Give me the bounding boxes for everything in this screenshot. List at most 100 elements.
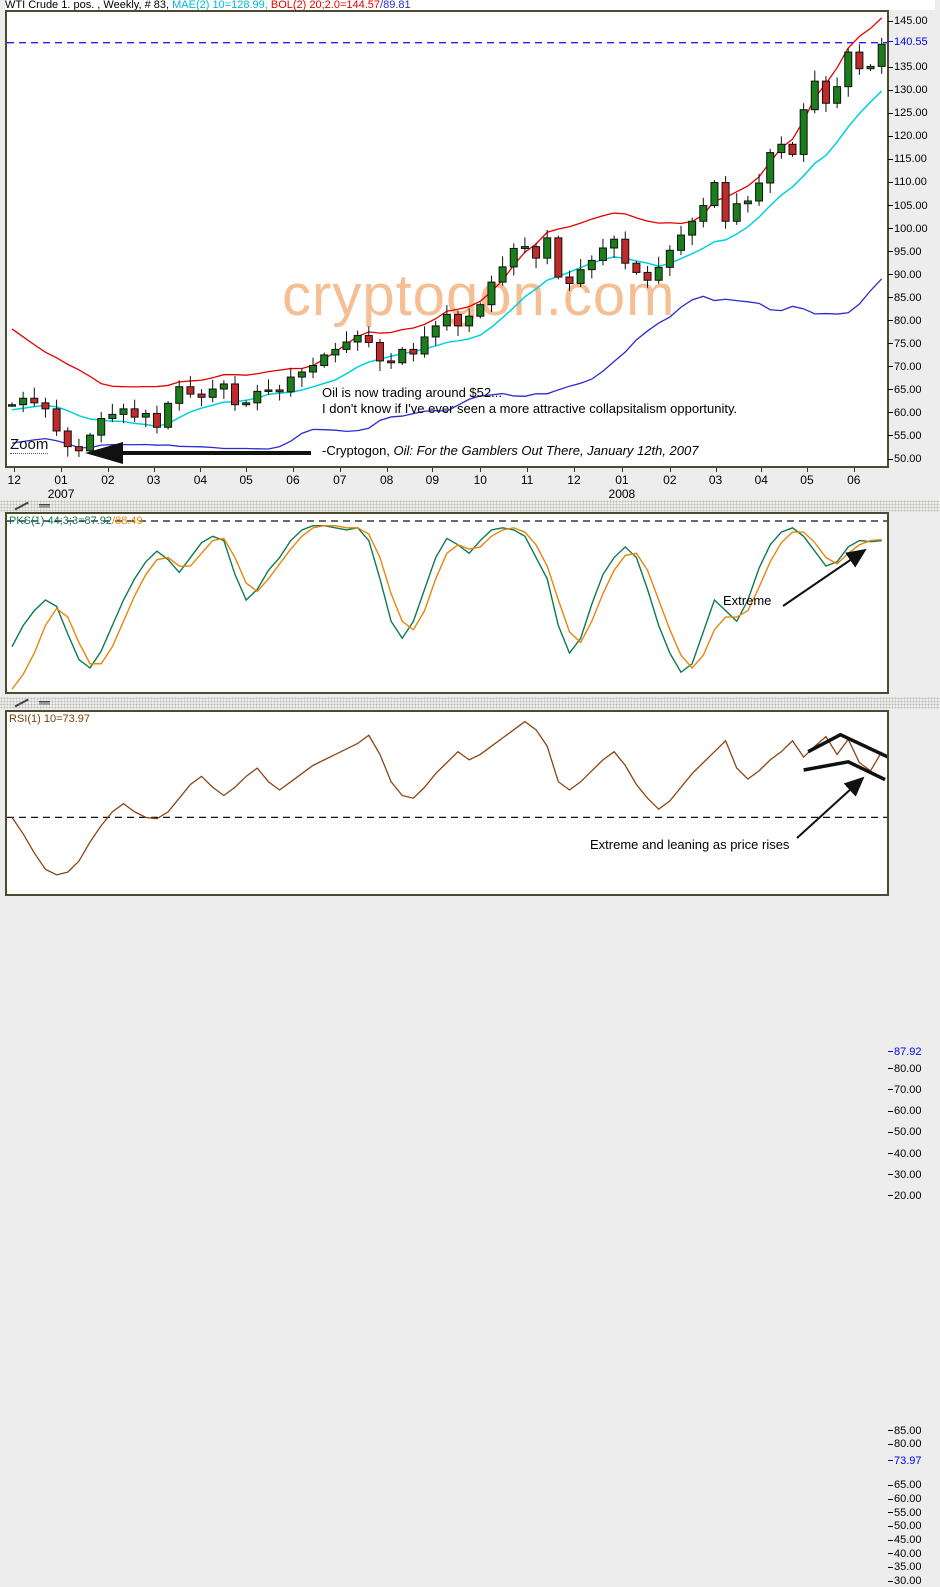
stochastic-scale: 80.00 70.00 60.00 50.00 40.00 30.00 20.00 87.92	[888, 512, 940, 1202]
candle-body	[108, 413, 117, 420]
candle-body	[242, 402, 251, 406]
x-axis-tick	[669, 468, 671, 472]
candle-body	[8, 404, 16, 407]
x-axis-year-label: 2008	[608, 487, 636, 501]
attribution-quote-title: Oil: For the Gamblers Out There, January…	[393, 443, 699, 458]
candle-body	[677, 234, 685, 251]
y-axis-label: 80.00	[888, 1063, 922, 1075]
candle-body	[810, 80, 819, 111]
y-axis-label: 105.00	[888, 200, 928, 212]
x-axis-month-label: 02	[101, 473, 115, 487]
y-axis-label: 130.00	[888, 84, 928, 96]
y-axis-label: 85.00	[888, 1425, 922, 1437]
y-axis-label: 70.00	[888, 361, 922, 373]
x-axis-tick	[153, 468, 155, 472]
candle-body	[598, 247, 607, 261]
x-axis-month-label: 02	[663, 473, 677, 487]
x-axis-month-label: 07	[333, 473, 347, 487]
candle-body	[543, 237, 552, 259]
y-axis-label: 70.00	[888, 1084, 922, 1096]
candle-body	[130, 408, 139, 418]
x-axis-tick	[621, 468, 623, 472]
candle-body	[855, 51, 864, 70]
x-axis: 12 01 2007 02 03 04 05 06 07 08 09 10 11 12 01 2008 02 03…	[0, 468, 940, 501]
x-axis-month-label: 01	[615, 473, 629, 487]
candle-body	[86, 434, 95, 452]
candle-body	[364, 335, 373, 343]
x-axis-month-label: 10	[473, 473, 487, 487]
candle-body	[654, 266, 663, 281]
candle-body	[476, 304, 485, 317]
zoom-tool-button[interactable]: Zoom	[10, 436, 49, 454]
candle-body	[844, 51, 853, 88]
panel-splitter[interactable]	[0, 697, 940, 709]
candle-body	[175, 386, 184, 404]
candle-body	[532, 246, 541, 259]
y-axis-label: 60.00	[888, 407, 922, 419]
x-axis-tick	[853, 468, 855, 472]
x-axis-tick	[14, 468, 16, 472]
candle-body	[755, 182, 764, 202]
candle-body	[30, 397, 39, 404]
candle-body	[621, 238, 630, 264]
candle-body	[398, 348, 407, 364]
x-axis-month-label: 06	[847, 473, 861, 487]
y-axis-label: 135.00	[888, 61, 928, 73]
candle-body	[186, 386, 195, 395]
candle-body	[197, 393, 206, 398]
x-axis-year-label: 2007	[47, 487, 75, 501]
candle-body	[498, 266, 507, 283]
candle-body	[509, 247, 518, 268]
candle-body	[331, 348, 340, 356]
current-value-label: 87.92	[888, 1046, 922, 1058]
x-axis-tick	[573, 468, 575, 472]
y-axis-label: 55.00	[888, 1507, 922, 1519]
candle-body	[141, 412, 150, 418]
y-axis-label: 50.00	[888, 453, 922, 465]
y-axis-label: 145.00	[888, 15, 928, 27]
candle-body	[152, 412, 161, 428]
chart-title-bar: WTI Crude 1. pos. , Weekly, # 83, MAE(2)…	[5, 0, 935, 11]
candle-body	[465, 315, 474, 327]
stochastic-indicator-label: PKS(1) 44;3;3=87.92/88.49	[9, 515, 143, 527]
candle-body	[97, 418, 106, 436]
current-value-label: 140.55	[888, 36, 928, 48]
y-axis-label: 55.00	[888, 430, 922, 442]
y-axis-label: 90.00	[888, 269, 922, 281]
y-axis-label: 40.00	[888, 1548, 922, 1560]
y-axis-label: 65.00	[888, 384, 922, 396]
annotation-arrow	[782, 548, 867, 607]
x-axis-month-label: 04	[754, 473, 768, 487]
candle-body	[52, 408, 61, 432]
bollinger-lower-value: /89.81	[380, 0, 411, 11]
splitter-line-icon	[14, 501, 29, 511]
candle-body	[253, 390, 262, 404]
x-axis-tick	[339, 468, 341, 472]
x-axis-tick	[292, 468, 294, 472]
x-axis-month-label: 12	[567, 473, 581, 487]
panel-splitter[interactable]	[0, 500, 940, 512]
candle-body	[833, 86, 842, 104]
stochastic-annotation: Extreme	[723, 593, 772, 608]
rsi-annotation: Extreme and leaning as price rises	[590, 837, 790, 852]
x-axis-tick	[432, 468, 434, 472]
x-axis-month-label: 09	[425, 473, 440, 487]
annotation-arrowhead	[85, 442, 123, 464]
annotation-attribution: -Cryptogon, Oil: For the Gamblers Out Th…	[322, 443, 698, 458]
symbol-title: WTI Crude 1. pos. , Weekly, # 83,	[5, 0, 170, 11]
candle-body	[632, 262, 641, 273]
bollinger-lower-band	[11, 278, 883, 450]
y-axis-label: 85.00	[888, 292, 922, 304]
x-axis-month-label: 01	[54, 473, 68, 487]
candle-body	[409, 348, 418, 355]
candle-body	[710, 182, 719, 207]
y-axis-label: 45.00	[888, 1534, 922, 1546]
y-axis-label: 80.00	[888, 315, 922, 327]
x-axis-tick	[527, 468, 529, 472]
x-axis-tick	[480, 468, 482, 472]
candle-body	[353, 335, 362, 343]
x-axis-tick	[386, 468, 388, 472]
x-axis-month-label: 03	[708, 473, 723, 487]
x-axis-month-label: 12	[7, 473, 21, 487]
